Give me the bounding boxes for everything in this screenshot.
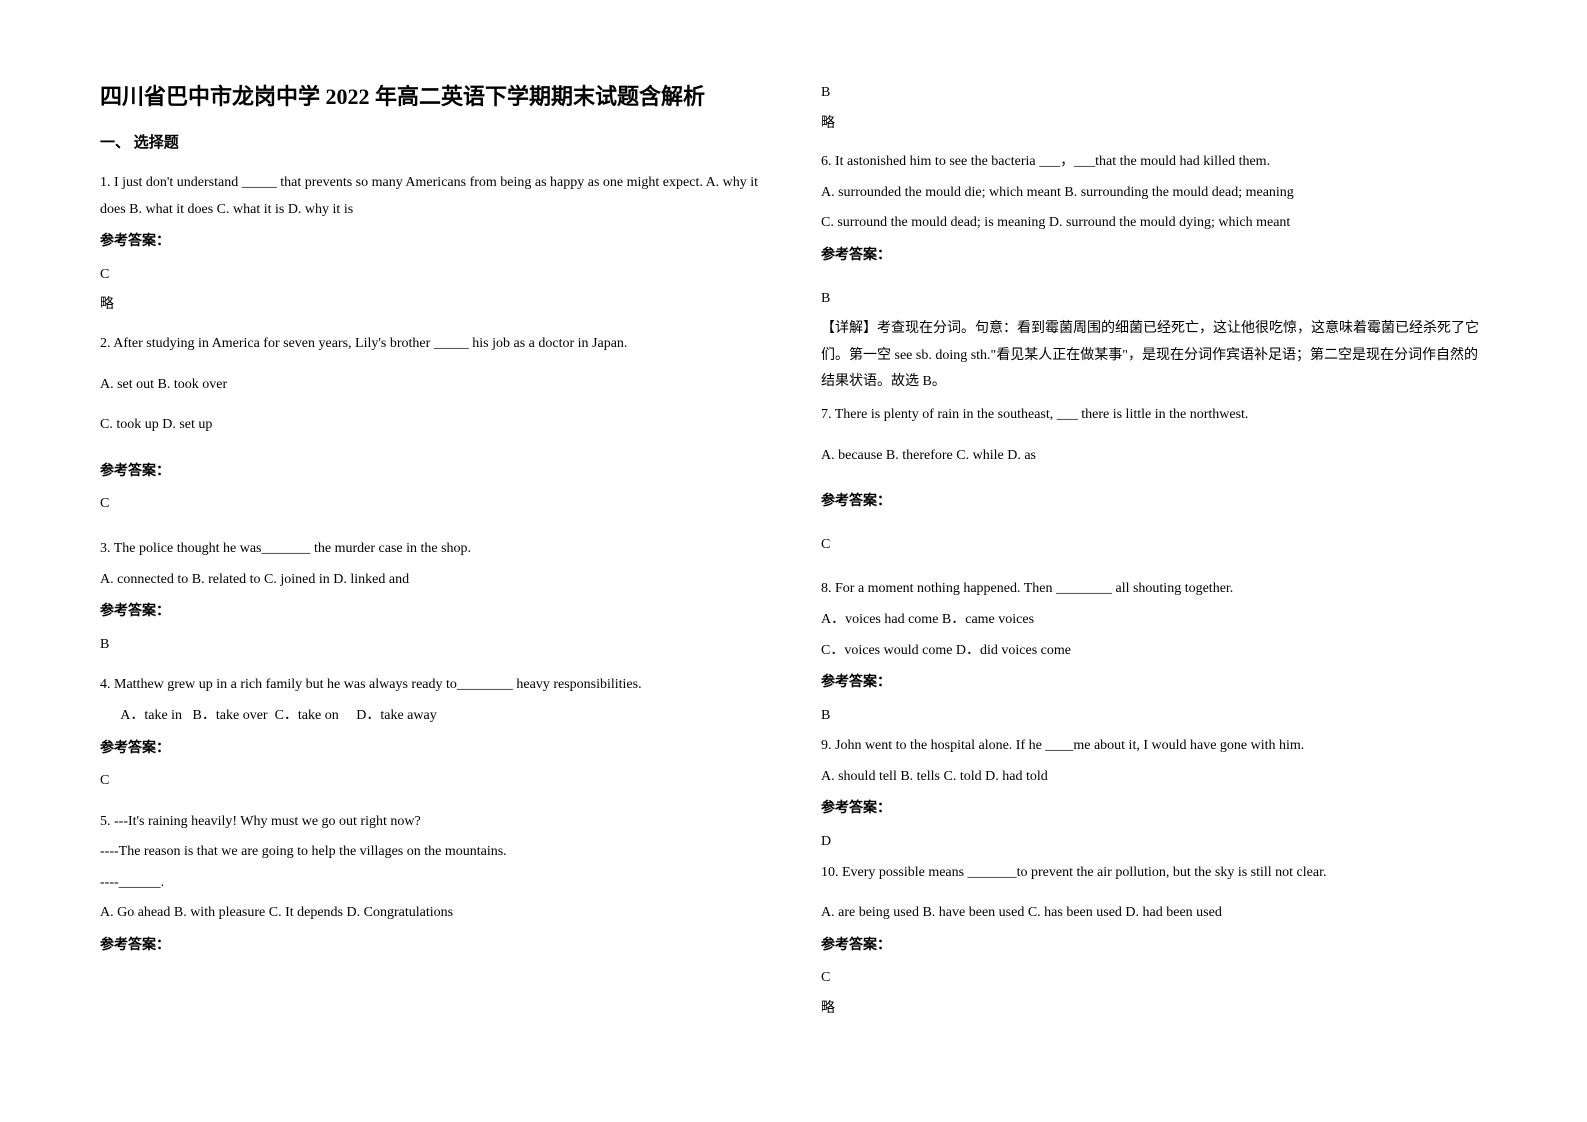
question-2-answer: C bbox=[100, 491, 766, 518]
question-9-answer: D bbox=[821, 829, 1487, 856]
question-2-text: 2. After studying in America for seven y… bbox=[100, 331, 766, 358]
answer-label: 参考答案： bbox=[821, 489, 1487, 516]
question-5-options: A. Go ahead B. with pleasure C. It depen… bbox=[100, 900, 766, 927]
answer-label: 参考答案： bbox=[100, 736, 766, 763]
question-8-options-a: A．voices had come B．came voices bbox=[821, 607, 1487, 634]
question-10-text: 10. Every possible means _______to preve… bbox=[821, 860, 1487, 887]
right-column: B 略 6. It astonished him to see the bact… bbox=[821, 80, 1487, 1035]
question-1-text: 1. I just don't understand _____ that pr… bbox=[100, 170, 766, 223]
document-title: 四川省巴中市龙岗中学 2022 年高二英语下学期期末试题含解析 bbox=[100, 80, 766, 113]
answer-label: 参考答案： bbox=[821, 796, 1487, 823]
question-3-options: A. connected to B. related to C. joined … bbox=[100, 567, 766, 594]
answer-label: 参考答案： bbox=[100, 229, 766, 256]
answer-label: 参考答案： bbox=[821, 933, 1487, 960]
left-column: 四川省巴中市龙岗中学 2022 年高二英语下学期期末试题含解析 一、 选择题 1… bbox=[100, 80, 766, 1035]
question-4-options: A．take in B．take over C．take on D．take a… bbox=[100, 703, 766, 730]
question-10-answer: C bbox=[821, 965, 1487, 992]
question-7-options: A. because B. therefore C. while D. as bbox=[821, 443, 1487, 470]
question-1-answer: C bbox=[100, 262, 766, 289]
section-1-title: 一、 选择题 bbox=[100, 131, 766, 152]
question-3-answer: B bbox=[100, 632, 766, 659]
question-6-text: 6. It astonished him to see the bacteria… bbox=[821, 149, 1487, 176]
question-2-options-a: A. set out B. took over bbox=[100, 372, 766, 399]
question-7-answer: C bbox=[821, 532, 1487, 559]
question-9-text: 9. John went to the hospital alone. If h… bbox=[821, 733, 1487, 760]
question-5-answer: B bbox=[821, 80, 1487, 107]
question-1-note: 略 bbox=[100, 292, 766, 319]
question-5-line1: 5. ---It's raining heavily! Why must we … bbox=[100, 809, 766, 836]
question-8-text: 8. For a moment nothing happened. Then _… bbox=[821, 576, 1487, 603]
question-7-text: 7. There is plenty of rain in the southe… bbox=[821, 402, 1487, 429]
answer-label: 参考答案： bbox=[100, 459, 766, 486]
question-5-line3: ----______. bbox=[100, 870, 766, 897]
question-8-answer: B bbox=[821, 703, 1487, 730]
question-10-options: A. are being used B. have been used C. h… bbox=[821, 900, 1487, 927]
answer-label: 参考答案： bbox=[100, 599, 766, 626]
question-6-answer: B bbox=[821, 286, 1487, 313]
question-4-text: 4. Matthew grew up in a rich family but … bbox=[100, 672, 766, 699]
question-2-options-b: C. took up D. set up bbox=[100, 412, 766, 439]
answer-label: 参考答案： bbox=[821, 670, 1487, 697]
question-6-explanation: 【详解】考查现在分词。句意：看到霉菌周围的细菌已经死亡，这让他很吃惊，这意味着霉… bbox=[821, 316, 1487, 396]
question-6-options-b: C. surround the mould dead; is meaning D… bbox=[821, 210, 1487, 237]
question-3-text: 3. The police thought he was_______ the … bbox=[100, 536, 766, 563]
question-6-options-a: A. surrounded the mould die; which meant… bbox=[821, 180, 1487, 207]
question-5-line2: ----The reason is that we are going to h… bbox=[100, 839, 766, 866]
question-4-answer: C bbox=[100, 768, 766, 795]
question-9-options: A. should tell B. tells C. told D. had t… bbox=[821, 764, 1487, 791]
answer-label: 参考答案： bbox=[100, 933, 766, 960]
question-8-options-b: C．voices would come D．did voices come bbox=[821, 638, 1487, 665]
answer-label: 参考答案： bbox=[821, 243, 1487, 270]
page-container: 四川省巴中市龙岗中学 2022 年高二英语下学期期末试题含解析 一、 选择题 1… bbox=[100, 80, 1487, 1035]
question-5-note: 略 bbox=[821, 111, 1487, 138]
question-10-note: 略 bbox=[821, 996, 1487, 1023]
